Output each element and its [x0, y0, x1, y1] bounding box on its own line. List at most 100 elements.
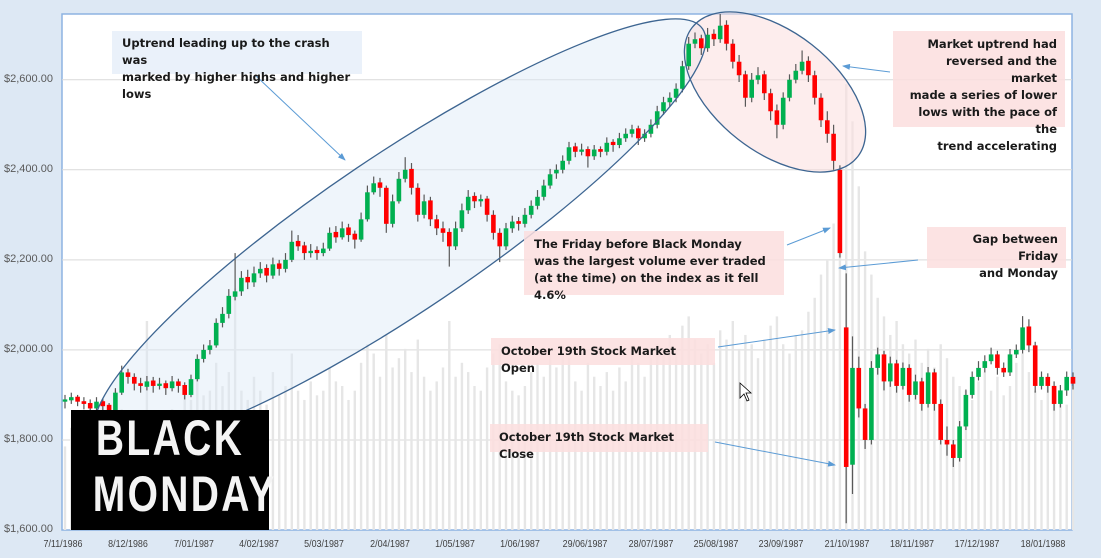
volume-bar [1040, 399, 1043, 530]
x-tick-label: 4/02/1987 [239, 538, 279, 550]
candle-body [113, 392, 118, 413]
volume-bar [504, 381, 508, 530]
candle [604, 137, 610, 156]
candle [371, 176, 376, 195]
candle-body [522, 214, 528, 224]
candle [1051, 381, 1057, 411]
x-tick-label: 7/11/1986 [43, 538, 83, 550]
volume-bar [800, 330, 804, 530]
candle-body [119, 372, 124, 393]
candle-body [1070, 376, 1076, 384]
candle [176, 378, 181, 393]
volume-bar [416, 339, 419, 530]
candle [150, 376, 156, 393]
candle [276, 259, 282, 276]
candle-body [699, 38, 704, 49]
candle-body [157, 383, 162, 386]
volume-bar [404, 348, 407, 530]
volume-bar [290, 353, 293, 530]
volume-bar [485, 367, 489, 530]
logo-line-2: MONDAY [92, 466, 277, 522]
candle [314, 246, 320, 260]
annotation-close: October 19th Stock Market Close [490, 424, 708, 461]
x-tick-label: 23/09/1987 [758, 538, 804, 550]
candle [377, 177, 383, 197]
volume-bar [819, 274, 823, 530]
volume-bar [977, 381, 980, 530]
candle-body [988, 354, 994, 362]
volume-bar [296, 390, 300, 530]
volume-bar [908, 353, 911, 530]
candle [755, 67, 761, 85]
volume-bar [372, 353, 375, 530]
volume-bar [807, 311, 810, 530]
candle-body [875, 354, 880, 368]
volume-bar [391, 367, 394, 530]
volume-bar [441, 367, 445, 530]
mouse-cursor-icon [739, 382, 753, 402]
candle-body [825, 120, 830, 134]
candle-body [831, 133, 836, 161]
candle [881, 350, 887, 391]
candle [207, 339, 213, 355]
candle [623, 128, 628, 142]
candle-body [358, 219, 364, 240]
candle [654, 105, 660, 129]
candle-body [554, 169, 559, 174]
volume-bar [964, 390, 968, 530]
candle-body [138, 383, 143, 386]
candle-body [270, 264, 276, 276]
candle-body [144, 381, 150, 387]
x-tick-label: 17/12/1987 [954, 538, 1000, 550]
reversal-arrow [842, 63, 891, 73]
candle [220, 307, 225, 328]
candle-body [894, 363, 899, 386]
volume-bar [1002, 395, 1005, 530]
candle [270, 257, 276, 279]
volume-bar [1027, 372, 1031, 530]
volume-bar [851, 121, 854, 530]
candle-body [308, 250, 313, 254]
candle-body [623, 133, 628, 139]
volume-bar [278, 395, 281, 530]
candle-body [69, 397, 74, 401]
candle [554, 164, 559, 179]
candle [447, 228, 452, 267]
volume-bar [643, 376, 646, 530]
candle [799, 50, 805, 75]
candle [900, 362, 906, 390]
candle [497, 228, 502, 263]
candle [806, 56, 811, 82]
candle [894, 359, 899, 393]
candle [440, 221, 446, 242]
candle [906, 364, 912, 402]
candle-body [692, 39, 698, 44]
candle [573, 142, 578, 158]
volume-bar [725, 339, 728, 530]
candle [503, 222, 509, 250]
candle [188, 374, 194, 398]
candle [957, 421, 962, 462]
volume-bar [574, 381, 577, 530]
candle-body [1020, 327, 1025, 350]
candle [251, 266, 257, 287]
candle [667, 92, 673, 107]
volume-bar [233, 288, 237, 530]
candle-body [365, 192, 370, 220]
candle-body [188, 379, 194, 395]
volume-bar [1059, 390, 1062, 530]
candle-body [163, 383, 169, 389]
volume-bar [334, 381, 338, 530]
candle [825, 111, 830, 143]
candle-body [837, 169, 843, 254]
candle-body [535, 196, 540, 206]
volume-bar [719, 330, 722, 530]
candle [516, 217, 521, 231]
candle-body [944, 439, 950, 445]
annotation-gap: Gap between Friday and Monday [927, 227, 1066, 280]
candle-body [459, 210, 465, 229]
candle-body [201, 349, 206, 359]
volume-bar [788, 353, 791, 530]
annotation-open: October 19th Stock Market Open [491, 338, 715, 375]
candle-body [352, 233, 358, 240]
